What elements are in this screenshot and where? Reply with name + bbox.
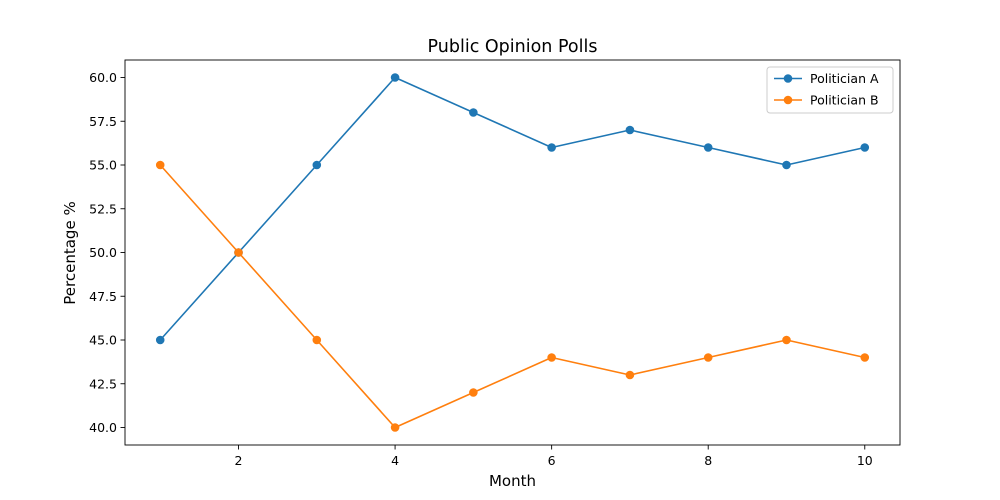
legend-label: Politician B [810,93,879,108]
data-point-politician-a [625,125,635,135]
y-tick-label: 47.5 [89,289,117,304]
x-axis: 2 4 6 8 10 [235,445,873,468]
series-line-politician-b [159,164,865,429]
x-tick-label: 2 [235,453,243,468]
y-axis: 40.0 42.5 45.0 47.5 50.0 52.5 55.0 57.5 60.0 [89,70,125,435]
x-tick-label: 4 [391,453,399,468]
legend-marker [783,95,793,105]
legend: Politician A Politician B [766,66,894,114]
y-tick-label: 45.0 [89,333,117,348]
y-axis-label: Percentage % [61,201,79,304]
data-point-politician-a [390,73,400,82]
data-point-politician-a [547,143,556,152]
series-politician-a [155,73,870,345]
legend-item: Politician A [774,71,879,86]
data-point-politician-b [312,335,322,345]
legend-marker [783,74,793,83]
y-tick-label: 57.5 [89,114,117,129]
data-point-politician-b [860,353,870,362]
y-tick-label: 52.5 [89,201,117,216]
data-point-politician-a [782,160,791,170]
data-point-politician-a [312,160,322,170]
data-point-politician-b [625,370,635,380]
legend-item: Politician B [774,93,879,108]
data-point-politician-a [469,108,478,117]
data-point-politician-b [469,388,478,397]
y-tick-label: 40.0 [89,420,117,435]
y-tick-label: 50.0 [89,245,117,260]
data-point-politician-b [703,353,713,362]
x-tick-label: 6 [548,453,556,468]
series-line-politician-a [159,76,865,341]
data-point-politician-a [860,143,870,152]
data-point-politician-b [547,353,556,362]
chart-title: Public Opinion Polls [428,37,598,57]
y-tick-label: 55.0 [89,158,117,173]
legend-label: Politician A [810,71,879,86]
x-tick-label: 8 [704,453,712,468]
data-point-politician-b [155,160,165,170]
series-politician-b [155,160,870,432]
data-point-politician-b [234,248,243,257]
data-point-politician-b [390,423,400,432]
data-point-politician-a [155,335,165,345]
x-axis-label: Month [489,472,536,490]
data-point-politician-b [782,335,791,345]
data-point-politician-a [703,143,713,152]
y-tick-label: 42.5 [89,376,117,391]
series-group [155,73,870,432]
x-tick-label: 10 [857,453,873,468]
y-tick-label: 60.0 [89,70,117,85]
